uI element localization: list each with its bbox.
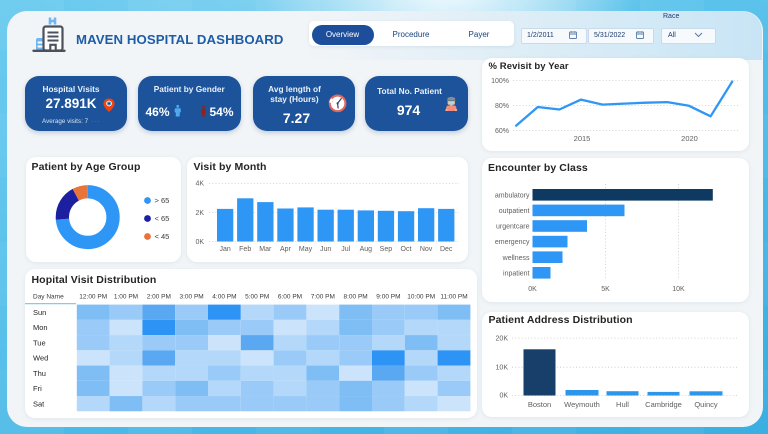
svg-text:Jul: Jul [341,246,350,253]
svg-text:3:00 PM: 3:00 PM [179,294,203,301]
svg-text:8:00 PM: 8:00 PM [343,294,367,301]
svg-text:0K: 0K [195,239,204,246]
svg-text:Thu: Thu [33,369,46,378]
svg-text:6:00 PM: 6:00 PM [278,294,302,301]
svg-text:wellness: wellness [501,255,529,262]
svg-text:Cambridge: Cambridge [645,400,682,409]
svg-text:Tue: Tue [33,338,46,347]
svg-text:> 65: > 65 [155,196,170,205]
svg-text:Sep: Sep [380,246,393,253]
svg-text:Day Name: Day Name [33,294,64,301]
svg-text:2020: 2020 [681,134,698,143]
svg-text:60%: 60% [494,128,508,135]
svg-text:Fri: Fri [33,384,42,393]
svg-text:4K: 4K [195,181,204,188]
svg-text:Jan: Jan [219,246,230,253]
svg-text:Nov: Nov [420,246,433,253]
svg-text:12:00 PM: 12:00 PM [79,294,107,301]
svg-text:Sun: Sun [33,308,46,317]
svg-text:4:00 PM: 4:00 PM [212,294,236,301]
svg-text:Oct: Oct [401,246,412,253]
svg-text:emergency: emergency [494,239,529,246]
svg-text:urgentcare: urgentcare [496,224,530,231]
svg-text:9:00 PM: 9:00 PM [376,294,400,301]
svg-text:Feb: Feb [239,246,251,253]
svg-text:Hull: Hull [616,400,629,409]
svg-text:80%: 80% [494,103,508,110]
svg-text:Boston: Boston [527,400,550,409]
svg-text:Wed: Wed [33,354,48,363]
svg-text:2:00 PM: 2:00 PM [147,294,171,301]
svg-text:Mar: Mar [259,246,272,253]
svg-text:10K: 10K [495,364,508,371]
svg-text:Dec: Dec [440,246,453,253]
svg-text:1:00 PM: 1:00 PM [114,294,138,301]
svg-text:outpatient: outpatient [498,208,529,215]
svg-text:Weymouth: Weymouth [564,400,600,409]
svg-text:5K: 5K [601,286,610,293]
svg-text:ambulatory: ambulatory [494,192,529,199]
svg-text:Aug: Aug [360,246,373,253]
svg-text:0K: 0K [528,286,537,293]
svg-text:10:00 PM: 10:00 PM [407,294,435,301]
svg-text:2015: 2015 [573,134,590,143]
svg-text:Sat: Sat [33,399,45,408]
svg-text:May: May [299,246,313,253]
svg-text:Apr: Apr [280,246,292,253]
svg-text:< 45: < 45 [155,232,170,241]
svg-text:5:00 PM: 5:00 PM [245,294,269,301]
svg-text:Jun: Jun [320,246,331,253]
svg-text:20K: 20K [495,335,508,342]
svg-text:0K: 0K [499,392,508,399]
svg-text:< 65: < 65 [155,214,170,223]
svg-text:100%: 100% [491,78,509,85]
svg-text:7:00 PM: 7:00 PM [311,294,335,301]
svg-text:inpatient: inpatient [503,270,530,277]
svg-text:2K: 2K [195,210,204,217]
svg-text:11:00 PM: 11:00 PM [440,294,467,301]
svg-text:Quincy: Quincy [694,400,718,409]
svg-text:10K: 10K [672,286,685,293]
svg-text:Mon: Mon [33,323,48,332]
